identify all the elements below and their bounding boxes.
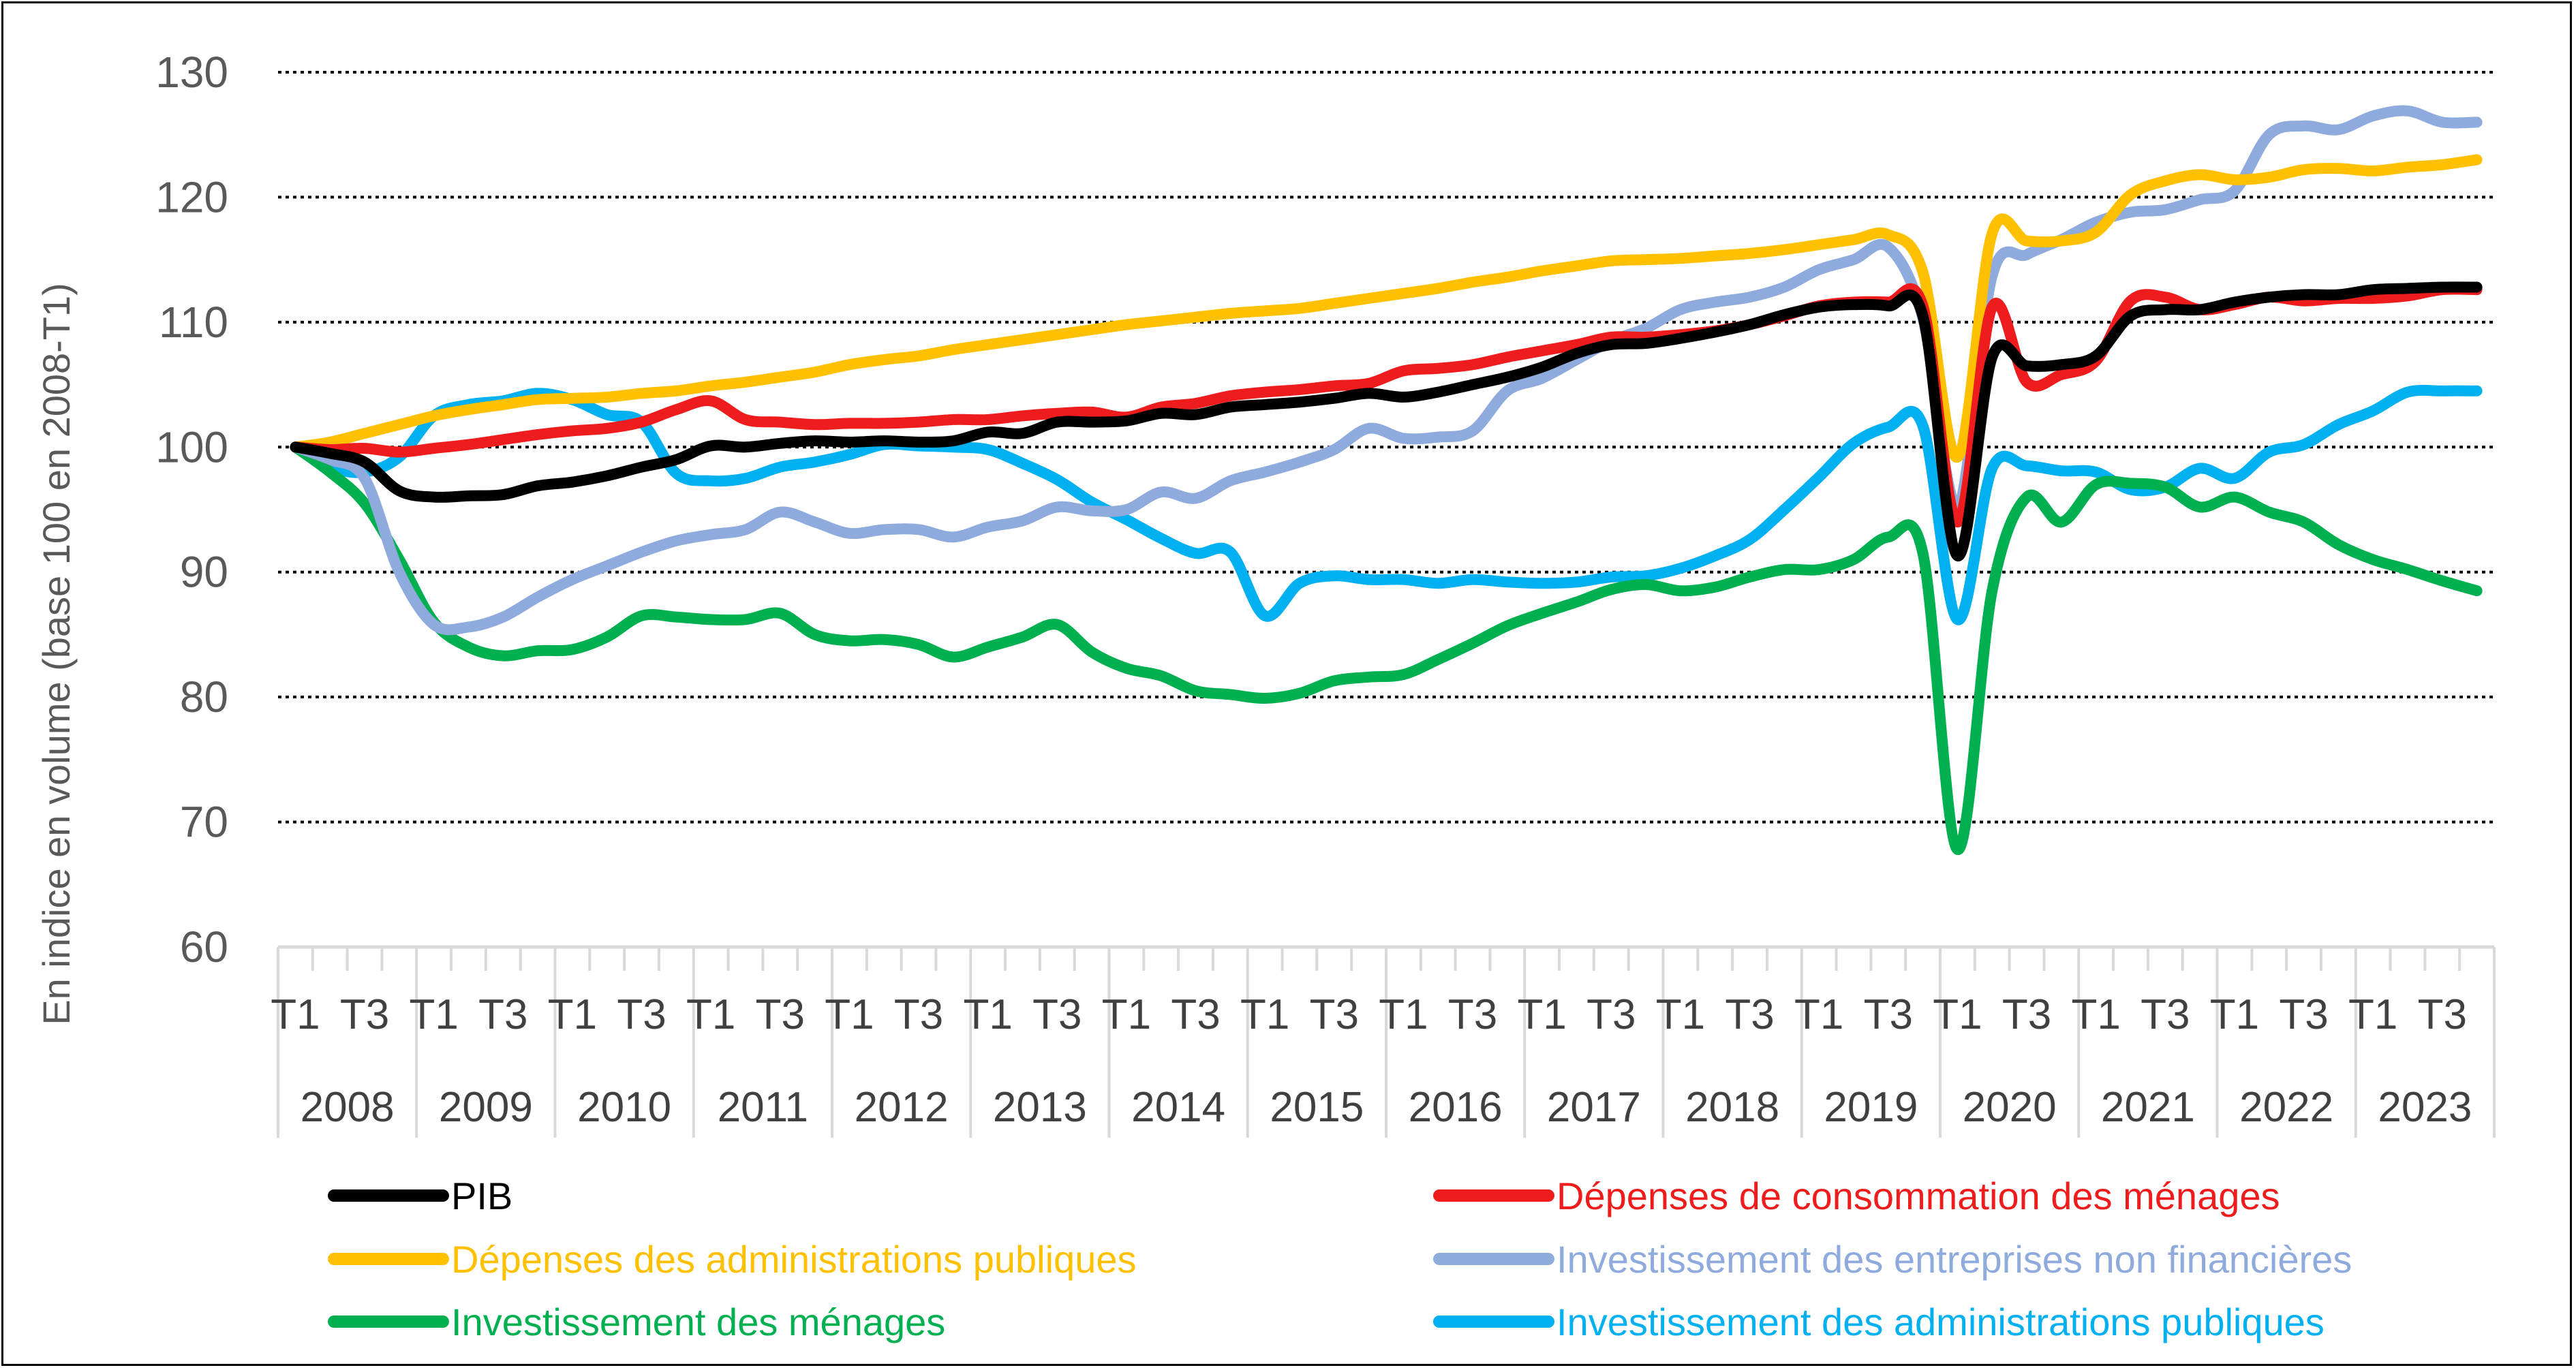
year-label: 2015 <box>1270 1084 1364 1131</box>
quarter-label: T1 <box>686 991 735 1038</box>
y-tick-label: 120 <box>155 172 228 221</box>
gridlines <box>278 71 2494 824</box>
quarter-label: T3 <box>1171 991 1220 1038</box>
quarter-label: T3 <box>340 991 389 1038</box>
y-tick-label: 110 <box>159 298 228 347</box>
legend-label: Investissement des administrations publi… <box>1557 1301 2325 1343</box>
quarter-label: T1 <box>1794 991 1843 1038</box>
quarter-label: T1 <box>963 991 1012 1038</box>
legend-label: Investissement des ménages <box>451 1301 945 1343</box>
quarter-label: T1 <box>271 991 320 1038</box>
year-label: 2019 <box>1824 1084 1918 1131</box>
quarter-label: T1 <box>2348 991 2397 1038</box>
quarter-label: T3 <box>1032 991 1082 1038</box>
quarter-label: T1 <box>2210 991 2259 1038</box>
quarter-label: T1 <box>409 991 458 1038</box>
year-label: 2022 <box>2239 1084 2333 1131</box>
series-line <box>290 281 2483 561</box>
y-tick-label: 90 <box>180 548 228 597</box>
y-tick-label: 60 <box>180 922 228 971</box>
y-tick-label: 80 <box>180 672 228 721</box>
quarter-label: T3 <box>1725 991 1774 1038</box>
series-line <box>290 105 2483 636</box>
y-tick-label: 100 <box>155 422 228 471</box>
year-label: 2023 <box>2378 1084 2472 1131</box>
x-axis: T1 T3 2008 T1 T3 2009 T1 T3 2010 T1 T3 2011 T1 T3 2012… <box>271 945 2496 1138</box>
year-label: 2009 <box>439 1084 533 1131</box>
series-line <box>290 441 2483 855</box>
quarter-label: T3 <box>617 991 666 1038</box>
legend-label: PIB <box>451 1174 512 1217</box>
quarter-label: T3 <box>2418 991 2467 1038</box>
series-line <box>290 154 2483 463</box>
quarter-label: T1 <box>1933 991 1982 1038</box>
quarter-label: T1 <box>1656 991 1705 1038</box>
year-label: 2012 <box>855 1084 949 1131</box>
y-tick-label: 130 <box>155 48 228 97</box>
quarter-label: T3 <box>2141 991 2190 1038</box>
quarter-label: T3 <box>894 991 943 1038</box>
year-label: 2013 <box>993 1084 1087 1131</box>
legend-label: Investissement des entreprises non finan… <box>1557 1238 2352 1281</box>
y-axis-label: En indice en volume (base 100 en 2008-T1… <box>35 283 78 1025</box>
year-label: 2016 <box>1409 1084 1503 1131</box>
quarter-label: T1 <box>2071 991 2120 1038</box>
quarter-label: T3 <box>1310 991 1359 1038</box>
year-label: 2010 <box>577 1084 671 1131</box>
quarter-label: T1 <box>1102 991 1151 1038</box>
quarter-label: T1 <box>1517 991 1566 1038</box>
year-label: 2014 <box>1131 1084 1225 1131</box>
quarter-label: T1 <box>1379 991 1428 1038</box>
quarter-label: T3 <box>2279 991 2328 1038</box>
year-label: 2018 <box>1685 1084 1779 1131</box>
year-label: 2021 <box>2101 1084 2195 1131</box>
legend-label: Dépenses des administrations publiques <box>451 1238 1136 1281</box>
legend-label: Dépenses de consommation des ménages <box>1557 1174 2280 1217</box>
year-label: 2017 <box>1547 1084 1641 1131</box>
quarter-label: T3 <box>1448 991 1497 1038</box>
quarter-label: T3 <box>1586 991 1636 1038</box>
series-lines <box>290 105 2483 855</box>
legend: PIB Dépenses de consommation des ménages D… <box>328 1174 2352 1343</box>
quarter-label: T1 <box>548 991 597 1038</box>
y-tick-label: 70 <box>180 798 228 847</box>
quarter-label: T3 <box>756 991 805 1038</box>
year-label: 2008 <box>301 1084 395 1131</box>
y-tick-labels: 60 70 80 90 100 110 120 130 <box>155 48 228 971</box>
quarter-label: T3 <box>2002 991 2051 1038</box>
quarter-label: T3 <box>478 991 527 1038</box>
quarter-label: T1 <box>825 991 874 1038</box>
year-label: 2020 <box>1963 1084 2057 1131</box>
year-label: 2011 <box>718 1084 808 1131</box>
quarter-label: T1 <box>1240 991 1289 1038</box>
quarter-label: T3 <box>1864 991 1913 1038</box>
